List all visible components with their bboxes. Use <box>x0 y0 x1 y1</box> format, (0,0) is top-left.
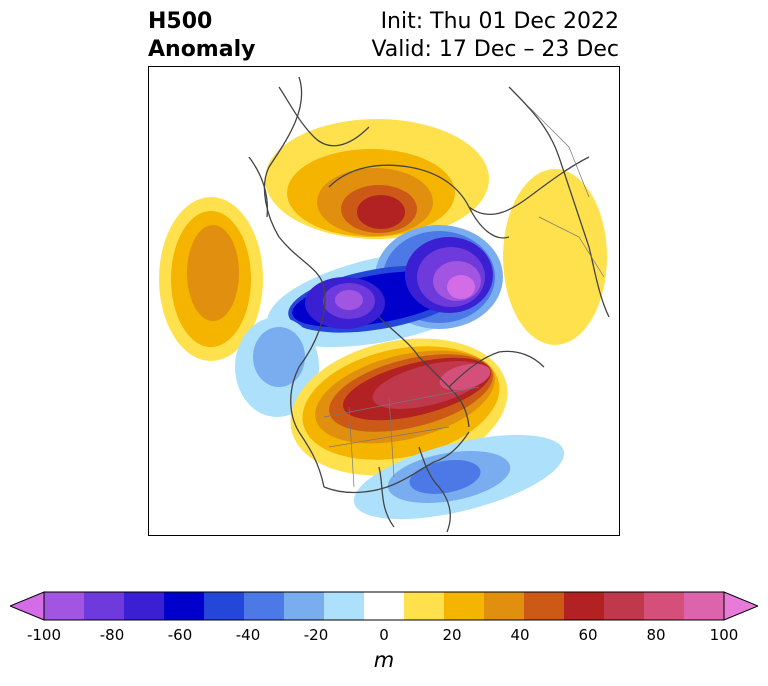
colorbar-cell <box>604 592 645 620</box>
colorbar-cell <box>484 592 525 620</box>
map-panel <box>148 66 620 536</box>
colorbar-cell <box>364 592 405 620</box>
colorbar <box>10 591 758 621</box>
chart-title: H500 Anomaly <box>148 8 255 64</box>
colorbar-tick-label: 0 <box>379 626 389 644</box>
colorbar-cell <box>284 592 325 620</box>
colorbar-cell <box>244 592 285 620</box>
colorbar-tick-label: 40 <box>510 626 530 644</box>
title-field: Anomaly <box>148 37 256 62</box>
colorbar-cell <box>644 592 685 620</box>
colorbar-tick-label: -100 <box>26 626 62 644</box>
arctic-trough-100 <box>447 275 475 299</box>
colorbar-unit-label: m <box>373 648 395 672</box>
westcoast-trough-20 <box>253 327 305 387</box>
colorbar-tick-label: -40 <box>235 626 261 644</box>
colorbar-cell <box>124 592 165 620</box>
colorbar-tick-label: 60 <box>578 626 598 644</box>
valid-range: Valid: 17 Dec – 23 Dec <box>371 37 619 62</box>
arctic-ridge-50 <box>357 195 405 229</box>
pacific-ridge-40 <box>187 225 239 321</box>
colorbar-extend-high <box>724 592 758 620</box>
colorbar-tick-label: 80 <box>646 626 666 644</box>
colorbar-tick-label: -20 <box>303 626 329 644</box>
colorbar-extend-low <box>10 592 44 620</box>
colorbar-cell <box>164 592 205 620</box>
colorbar-cell <box>204 592 245 620</box>
colorbar-tick-label: -80 <box>99 626 125 644</box>
colorbar-ticks: -100 -80 -60 -40 -20 0 20 40 60 80 100 <box>0 626 768 646</box>
arctic-trough-90w <box>335 290 363 310</box>
init-date: Init: Thu 01 Dec 2022 <box>380 9 619 34</box>
colorbar-cell <box>564 592 605 620</box>
colorbar-cell <box>684 592 725 620</box>
colorbar-cell <box>404 592 445 620</box>
colorbar-cell <box>324 592 365 620</box>
chart-dates: Init: Thu 01 Dec 2022 Valid: 17 Dec – 23… <box>371 8 619 64</box>
anomaly-contours <box>159 119 607 520</box>
colorbar-cell <box>524 592 565 620</box>
colorbar-tick-label: 20 <box>442 626 462 644</box>
colorbar-cell <box>444 592 485 620</box>
colorbar-tick-label: -60 <box>167 626 193 644</box>
coastlines <box>248 76 610 533</box>
colorbar-tick-label: 100 <box>709 626 739 644</box>
borders <box>323 106 605 488</box>
colorbar-cell <box>44 592 85 620</box>
eurasia-ridge-20 <box>503 169 607 345</box>
title-variable: H500 <box>148 9 213 34</box>
colorbar-cell <box>84 592 125 620</box>
anomaly-map <box>159 76 610 533</box>
